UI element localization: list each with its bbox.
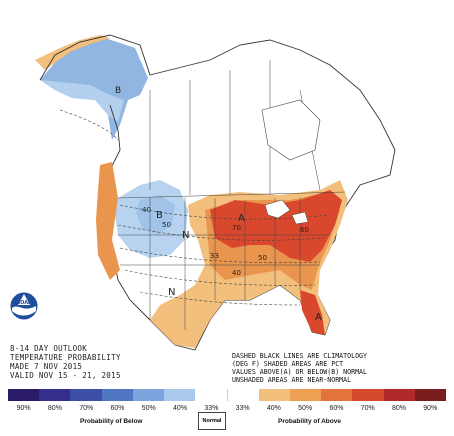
legend-above-label: Probability of Above	[278, 418, 341, 425]
legend-swatch	[39, 389, 71, 401]
legend-tick-label: 80%	[392, 405, 407, 412]
legend-swatch	[70, 389, 102, 401]
legend-tick-label: 50%	[141, 405, 156, 412]
legend-swatch	[289, 389, 322, 401]
legend-note: DASHED BLACK LINES ARE CLIMATOLOGY (DEG …	[232, 352, 367, 384]
pct-40: 40	[232, 269, 241, 277]
pct-70: 70	[232, 224, 241, 232]
legend-tick-label: 40%	[173, 405, 188, 412]
great-lakes	[264, 199, 309, 225]
pct-60: 60	[300, 226, 309, 234]
legend-swatch	[321, 389, 353, 401]
noaa-logo: NOAA	[9, 291, 39, 321]
pct-50: 50	[258, 254, 267, 262]
legend-normal-label: Normal	[198, 412, 226, 430]
alaska-below-light	[40, 80, 124, 122]
label-b-alaska: B	[115, 86, 121, 96]
legend-tick-label: 90%	[423, 405, 438, 412]
legend-tick-label: 90%	[16, 405, 31, 412]
pct-40b: 40	[142, 206, 151, 214]
pct-33: 33	[210, 252, 219, 260]
outlook-subtitle: TEMPERATURE PROBABILITY	[10, 353, 121, 362]
west-below-core	[136, 195, 175, 235]
svg-text:NOAA: NOAA	[16, 300, 32, 306]
legend-tick-label: 33%	[204, 405, 219, 412]
legend-swatch	[258, 389, 290, 401]
label-a-midwest: A	[238, 213, 245, 224]
hudson-bay	[261, 99, 321, 161]
legend-swatch	[8, 389, 40, 401]
legend-swatch	[101, 389, 133, 401]
outlook-title: 8-14 DAY OUTLOOK	[10, 344, 88, 353]
legend-tick-label: 50%	[298, 405, 313, 412]
legend-swatch	[414, 389, 447, 401]
legend-tick-label: 80%	[47, 405, 62, 412]
label-n-southwest: N	[168, 287, 175, 298]
legend-tick-label: 70%	[79, 405, 94, 412]
legend-below-label: Probability of Below	[80, 418, 143, 425]
florida-above	[300, 290, 325, 335]
legend-tick-label: 33%	[235, 405, 250, 412]
legend-swatch	[383, 389, 415, 401]
legend-swatch	[227, 389, 259, 401]
legend-tick-label: 60%	[329, 405, 344, 412]
label-b-west: B	[156, 210, 163, 221]
label-n-rockies: N	[182, 230, 189, 241]
legend-swatch	[352, 389, 384, 401]
label-a-florida: A	[315, 312, 322, 323]
east-above-dark	[210, 190, 342, 262]
legend-swatch	[164, 389, 196, 401]
pnw-above	[96, 162, 120, 280]
legend-tick-label: 60%	[110, 405, 125, 412]
legend-swatch	[132, 389, 165, 401]
legend-color-scale	[8, 389, 447, 401]
legend-tick-label: 70%	[360, 405, 375, 412]
outlook-valid-dates: VALID NOV 15 - 21, 2015	[10, 371, 121, 380]
legend-tick-label: 40%	[266, 405, 281, 412]
pct-50b: 50	[162, 221, 171, 229]
legend-ticks: 90% 80% 70% 60% 50% 40% 33% 33% 40% 50% 60% 70% 80% 9…	[8, 405, 446, 412]
alaska-above-area	[35, 35, 110, 70]
outlook-made-date: MADE 7 NOV 2015	[10, 362, 83, 371]
legend-swatch	[195, 389, 228, 401]
